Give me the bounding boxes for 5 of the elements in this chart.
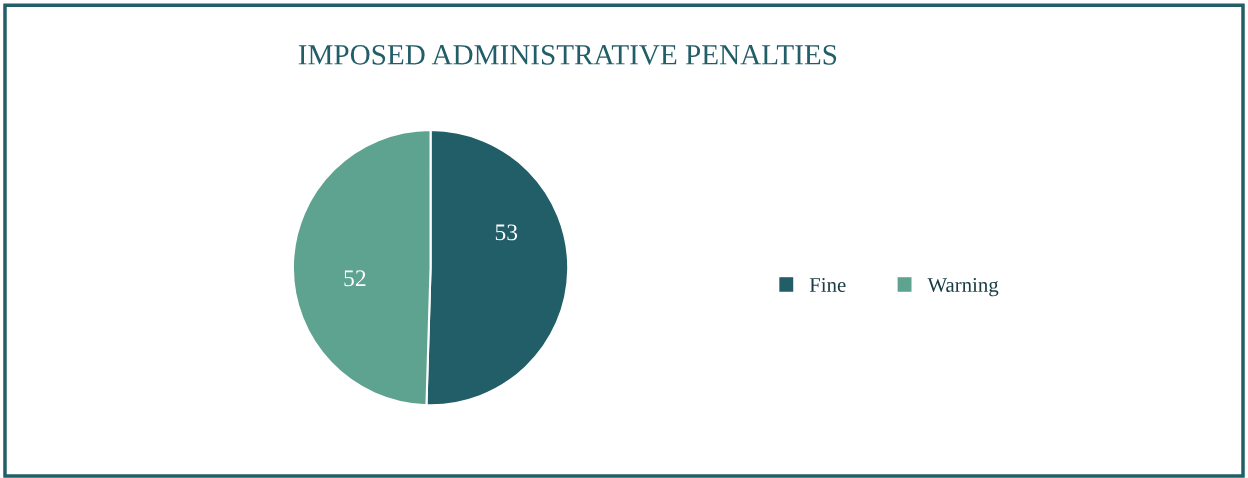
legend-label: Fine [809,277,846,292]
data-label: 53 [495,224,518,241]
chart-title: IMPOSED ADMINISTRATIVE PENALTIES [298,45,837,65]
data-label: 52 [344,270,366,287]
legend-label: Warning [927,277,999,297]
